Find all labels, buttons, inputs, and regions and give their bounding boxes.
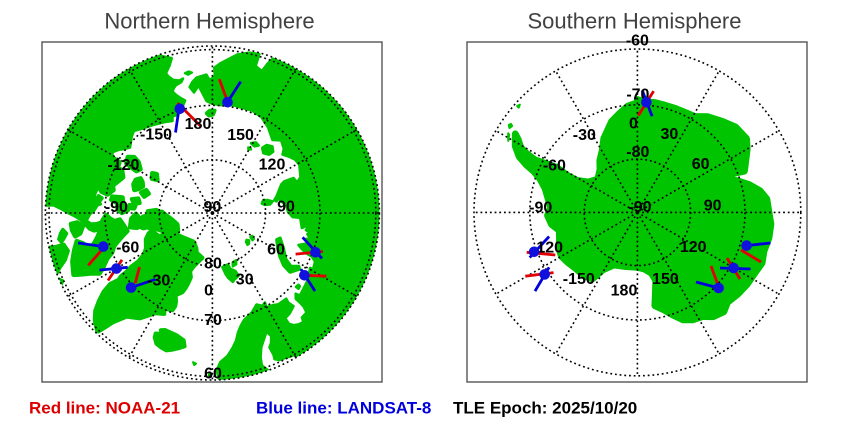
svg-text:180: 180 xyxy=(611,283,638,300)
svg-text:Northern Hemisphere: Northern Hemisphere xyxy=(104,9,314,34)
svg-text:0: 0 xyxy=(204,283,213,300)
svg-text:-80: -80 xyxy=(626,144,649,161)
svg-text:-150: -150 xyxy=(140,127,172,144)
svg-text:-90: -90 xyxy=(628,199,651,216)
svg-text:-60: -60 xyxy=(116,240,139,257)
svg-text:Blue line: LANDSAT-8: Blue line: LANDSAT-8 xyxy=(256,399,431,418)
svg-text:Southern Hemisphere: Southern Hemisphere xyxy=(527,9,741,34)
svg-text:-60: -60 xyxy=(543,158,566,175)
svg-text:30: 30 xyxy=(236,271,254,288)
svg-text:Red line: NOAA-21: Red line: NOAA-21 xyxy=(29,399,180,418)
svg-text:90: 90 xyxy=(704,197,722,214)
svg-text:180: 180 xyxy=(185,116,212,133)
svg-text:-30: -30 xyxy=(573,127,596,144)
svg-text:150: 150 xyxy=(227,127,254,144)
svg-text:0: 0 xyxy=(629,115,638,132)
svg-text:120: 120 xyxy=(680,239,707,256)
svg-text:150: 150 xyxy=(652,271,679,288)
svg-text:-60: -60 xyxy=(626,33,649,50)
svg-text:-150: -150 xyxy=(563,271,595,288)
svg-text:TLE Epoch: 2025/10/20: TLE Epoch: 2025/10/20 xyxy=(453,399,637,418)
svg-text:90: 90 xyxy=(277,199,295,216)
svg-text:70: 70 xyxy=(204,312,222,329)
svg-text:-120: -120 xyxy=(107,157,139,174)
svg-text:120: 120 xyxy=(259,157,286,174)
svg-text:-90: -90 xyxy=(105,199,128,216)
svg-text:90: 90 xyxy=(204,199,222,216)
svg-text:60: 60 xyxy=(204,365,222,382)
svg-text:60: 60 xyxy=(692,156,710,173)
svg-text:-90: -90 xyxy=(529,200,552,217)
svg-text:30: 30 xyxy=(661,126,679,143)
svg-text:80: 80 xyxy=(204,256,222,273)
svg-text:-30: -30 xyxy=(147,273,170,290)
svg-text:60: 60 xyxy=(267,242,285,259)
